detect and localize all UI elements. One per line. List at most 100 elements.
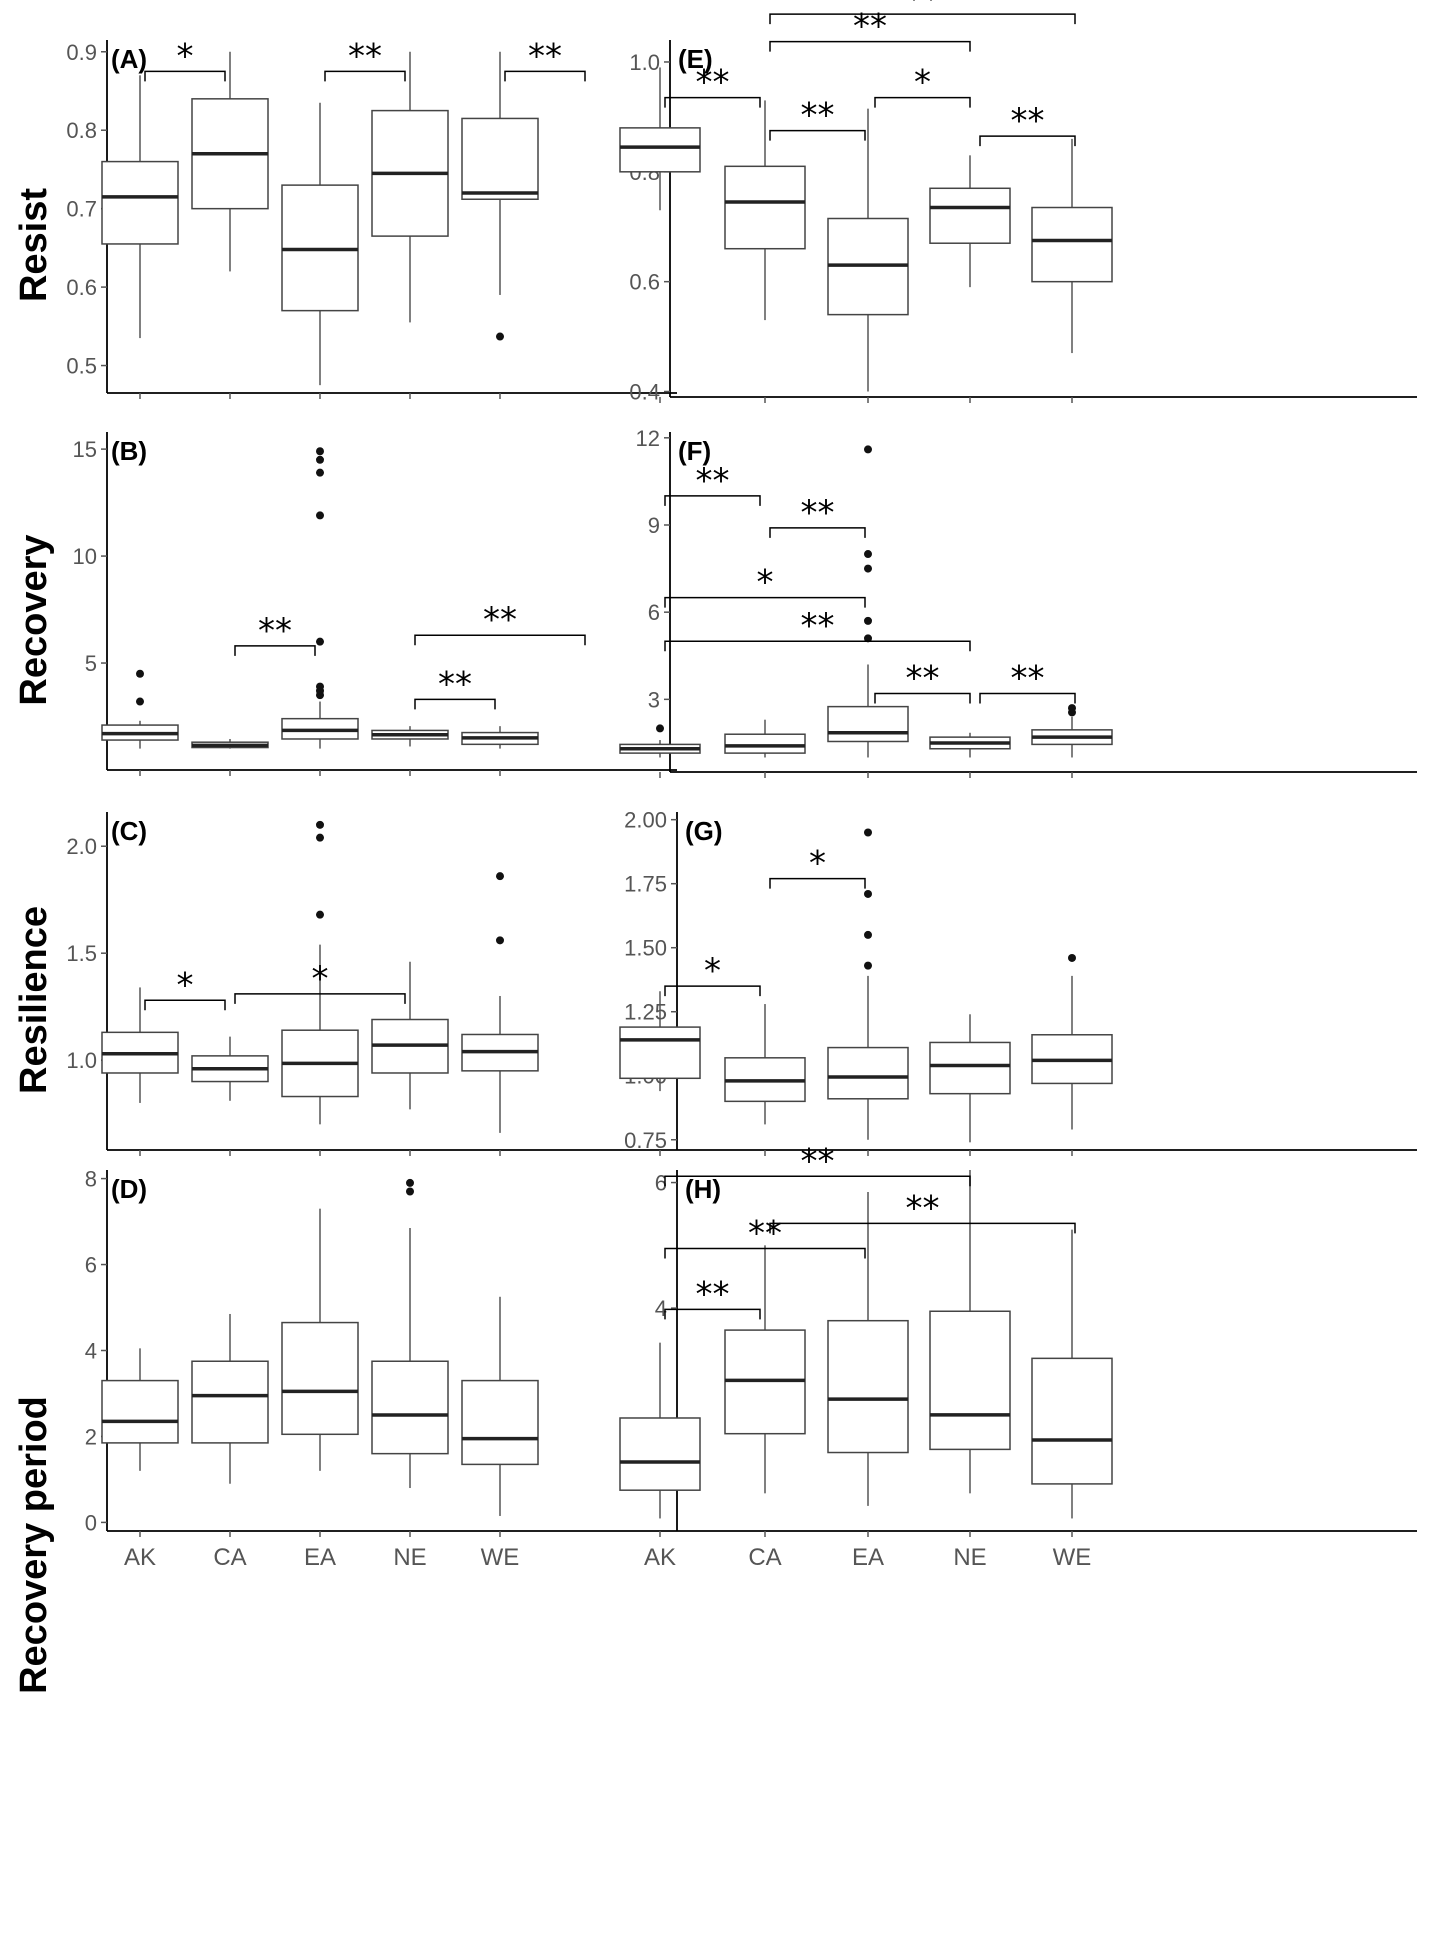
y-tick-label: 5 xyxy=(85,651,97,676)
bracket-line xyxy=(979,692,1076,704)
y-tick-label: 0.7 xyxy=(66,197,97,222)
box-iqr xyxy=(1031,1357,1113,1485)
bracket-line xyxy=(664,1175,971,1187)
significance-bracket: * xyxy=(144,965,226,1011)
box-ca xyxy=(191,738,269,749)
box-ak xyxy=(619,1342,701,1519)
box-ne xyxy=(929,155,1011,288)
y-tick-label: 2.00 xyxy=(624,808,667,833)
outlier-point xyxy=(316,511,324,520)
outlier-point xyxy=(864,961,872,970)
significance-bracket: ** xyxy=(874,659,971,704)
bracket-line xyxy=(874,96,971,108)
box-ak xyxy=(619,724,701,758)
y-tick-label: 1.0 xyxy=(629,50,660,75)
y-tick-label: 0.8 xyxy=(66,118,97,143)
box-ca xyxy=(724,1245,806,1494)
box-ak xyxy=(619,991,701,1092)
panel-h: 246AKCAEANEWE********(H) xyxy=(619,1141,1417,1571)
significance-bracket: ** xyxy=(769,96,866,141)
panel-c: 1.0 1.5 2.0 * * (C) xyxy=(66,812,677,1156)
significance-bracket: * xyxy=(664,563,866,608)
significance-label: ** xyxy=(258,611,292,651)
panel-d: 0 2 4 6 8 AK CA EA NE WE (D) xyxy=(85,1167,677,1571)
outlier-point xyxy=(136,697,144,706)
outlier-point xyxy=(316,833,324,842)
significance-bracket: * xyxy=(144,36,226,82)
y-tick-label: 2 xyxy=(85,1424,97,1449)
outlier-point xyxy=(864,889,872,898)
box-iqr xyxy=(724,733,806,754)
box-ne xyxy=(929,1014,1011,1143)
y-tick-label: 4 xyxy=(655,1296,667,1321)
box-iqr xyxy=(827,705,909,743)
bracket-line xyxy=(414,634,586,646)
box-ea xyxy=(827,108,909,392)
panel-e: 0.40.60.81.0*************(E) xyxy=(619,0,1417,405)
box-ak xyxy=(101,669,179,749)
row-title-resist: Resist xyxy=(13,188,55,302)
significance-bracket: * xyxy=(664,951,761,997)
outlier-point xyxy=(496,332,504,341)
x-tick-label: AK xyxy=(124,1544,156,1571)
significance-bracket: ** xyxy=(769,0,1076,25)
significance-label: ** xyxy=(748,1213,782,1253)
box-ea xyxy=(281,102,359,386)
x-tick-label: CA xyxy=(748,1544,781,1571)
y-tick-label: 3 xyxy=(648,687,660,712)
box-ea xyxy=(281,820,359,1125)
bracket-line xyxy=(769,129,866,141)
box-iqr xyxy=(619,127,701,173)
bracket-line xyxy=(769,40,971,52)
outlier-point xyxy=(864,550,872,559)
bracket-line xyxy=(664,495,761,506)
bracket-line xyxy=(664,1247,866,1259)
significance-bracket: ** xyxy=(979,659,1076,704)
significance-label: ** xyxy=(801,606,835,646)
bracket-line xyxy=(769,527,866,538)
outlier-point xyxy=(864,634,872,643)
outlier-point xyxy=(136,669,144,678)
y-tick-label: 0.75 xyxy=(624,1128,667,1153)
box-ea xyxy=(281,1208,359,1471)
box-ca xyxy=(724,1004,806,1125)
significance-bracket: ** xyxy=(324,36,406,82)
outlier-point xyxy=(864,930,872,939)
bracket-line xyxy=(234,645,316,656)
outlier-point xyxy=(1068,953,1076,962)
y-tick-label: 12 xyxy=(636,426,660,451)
significance-label: ** xyxy=(528,36,562,76)
y-tick-label: 6 xyxy=(85,1253,97,1278)
y-tick-label: 6 xyxy=(648,600,660,625)
bracket-line xyxy=(144,999,226,1011)
panels: 0.50.60.70.80.9 * ** **(A)51015******(B)1.0… xyxy=(66,0,1417,1571)
box-ea xyxy=(827,1191,909,1506)
outlier-point xyxy=(316,820,324,829)
y-tick-label: 2.0 xyxy=(66,834,97,859)
bracket-line xyxy=(324,70,406,82)
significance-bracket: ** xyxy=(664,461,761,506)
bracket-line xyxy=(664,985,761,997)
significance-label: * xyxy=(177,965,194,1005)
y-tick-label: 6 xyxy=(655,1171,667,1196)
y-tick-label: 4 xyxy=(85,1339,97,1364)
panel-label: (F) xyxy=(678,436,711,466)
box-iqr xyxy=(619,1026,701,1080)
significance-bracket: * xyxy=(234,959,406,1004)
row-title-resilience: Resilience xyxy=(13,906,55,1094)
box-ea xyxy=(827,445,909,758)
box-ca xyxy=(191,1313,269,1484)
significance-bracket: ** xyxy=(504,36,586,82)
y-tick-label: 1.50 xyxy=(624,936,667,961)
box-iqr xyxy=(1031,206,1113,283)
outlier-point xyxy=(406,1178,414,1187)
panel-label: (H) xyxy=(685,1174,721,1204)
box-ne xyxy=(929,732,1011,758)
significance-bracket: ** xyxy=(769,1188,1076,1234)
box-we xyxy=(1031,138,1113,354)
box-iqr xyxy=(929,1310,1011,1451)
x-tick-label: NE xyxy=(393,1544,426,1571)
box-ak xyxy=(101,75,179,339)
y-tick-label: 10 xyxy=(73,544,97,569)
significance-bracket: ** xyxy=(664,1213,866,1259)
